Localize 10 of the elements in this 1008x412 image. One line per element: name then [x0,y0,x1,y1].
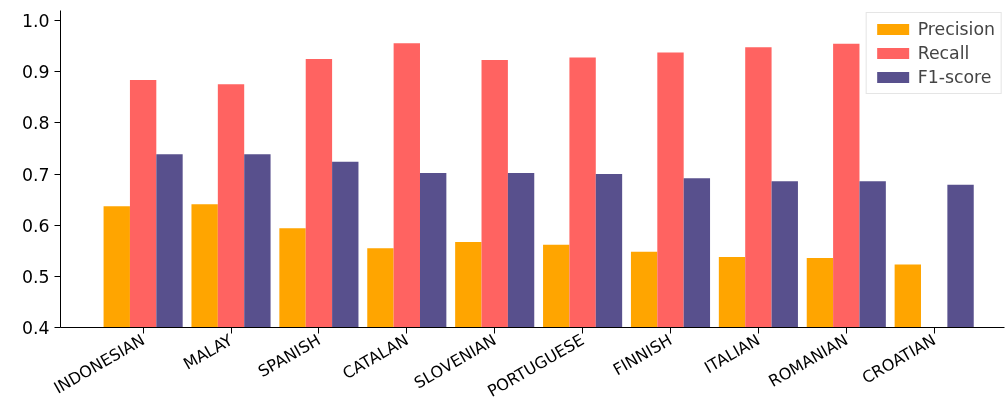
y-tick-label: 0.4 [21,318,50,338]
y-tick-label: 0.9 [21,62,50,83]
legend-label: F1-score [917,67,992,87]
y-tick-label: 0.6 [21,215,50,236]
y-tick-label: 1.0 [21,11,50,32]
y-tick-label: 0.7 [21,164,50,185]
y-tick-label: 0.8 [21,113,50,134]
legend-label: Recall [917,43,970,63]
legend-label: Precision [917,19,995,39]
y-tick-label: 0.5 [21,266,50,287]
